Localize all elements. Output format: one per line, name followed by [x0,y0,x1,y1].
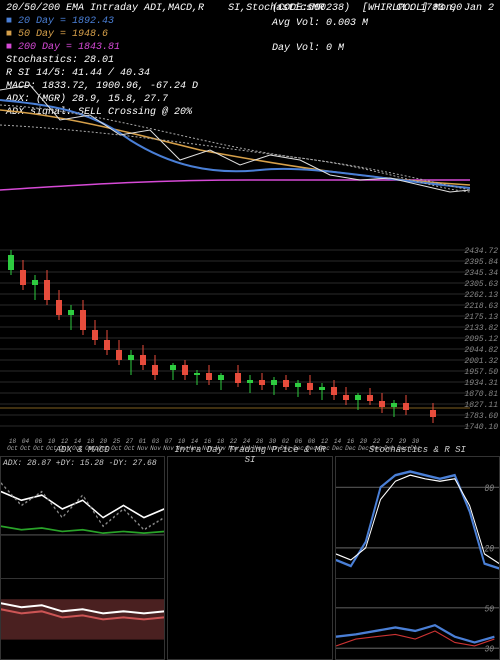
svg-text:30: 30 [484,644,494,655]
svg-text:20: 20 [484,544,494,555]
candle-chart [0,245,470,435]
title-line: 20/50/200 EMA Intraday ADI,MACD,R [6,3,204,14]
svg-text:50: 50 [484,604,494,615]
price-axis: 2434.722395.842345.342305.632262.132218.… [458,245,498,435]
panel-adx-macd: ADX & MACD ADX: 28.87 +DY: 15.28 -DY: 27… [0,456,165,660]
svg-text:80: 80 [484,483,494,494]
panel-stochastics: Stochastics & R SI 8020 5030 [335,456,500,660]
indicator-panels: ADX & MACD ADX: 28.87 +DY: 15.28 -DY: 27… [0,456,500,660]
panel-intraday: Intra Day Trading Price & MR SI [167,456,332,660]
ema-chart [0,30,470,230]
